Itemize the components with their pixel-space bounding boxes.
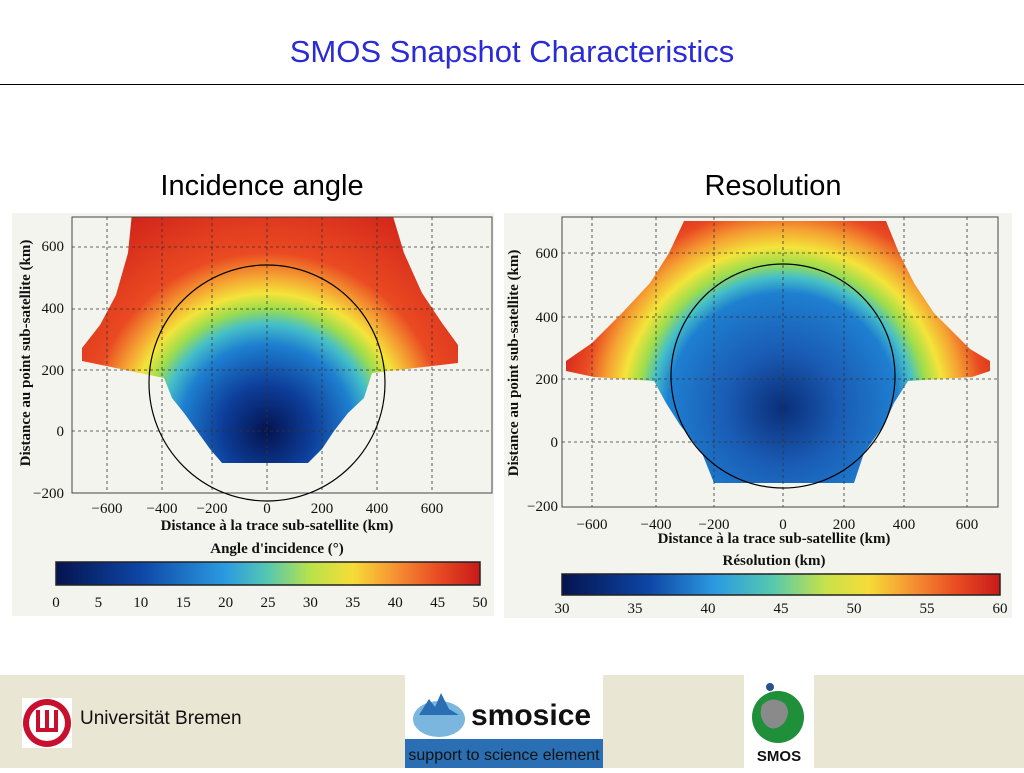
y-tick: 600 [536, 246, 559, 262]
colorbar-tick-label: 50 [473, 595, 488, 611]
resolution-grid [562, 217, 998, 507]
y-tick: 0 [551, 435, 559, 451]
colorbar-tick-label: 0 [52, 595, 60, 611]
university-logo [22, 698, 72, 748]
x-tick: −600 [92, 501, 123, 517]
colorbar-tick-label: 5 [95, 595, 103, 611]
y-tick: 0 [57, 424, 65, 440]
colorbar-tick-label: 40 [701, 601, 716, 617]
colorbar-tick-label: 35 [628, 601, 643, 617]
colorbar-tick-label: 45 [774, 601, 789, 617]
y-tick: 400 [42, 301, 65, 317]
colorbar-tick-label: 55 [920, 601, 935, 617]
incidence-footprint-circle [148, 264, 386, 502]
y-tick: −200 [33, 486, 64, 502]
x-tick: 400 [893, 517, 916, 533]
incidence-colorbar [55, 561, 481, 586]
y-tick: 200 [536, 372, 559, 388]
panel-title-resolution: Resolution [704, 170, 842, 202]
resolution-colorbar [561, 573, 1001, 596]
colorbar-label: Résolution (km) [723, 553, 826, 569]
incidence-angle-figure: 600 400 200 0 −200 −600 −400 −200 0 200 … [12, 213, 494, 616]
smosice-wordmark: smosice [471, 699, 591, 732]
colorbar-tick-label: 50 [847, 601, 862, 617]
x-tick: 0 [779, 517, 787, 533]
colorbar-tick-label: 25 [261, 595, 276, 611]
y-tick: −200 [527, 499, 558, 515]
colorbar-tick-label: 20 [218, 595, 233, 611]
incidence-angle-chart: 600 400 200 0 −200 −600 −400 −200 0 200 … [18, 216, 493, 611]
smosice-logo-graphic: smosice support to science element [405, 693, 603, 768]
resolution-chart: 600 400 200 0 −200 −600 −400 −200 0 200 … [506, 216, 1008, 617]
x-tick: −400 [147, 501, 178, 517]
smos-globe-icon: SMOS [752, 683, 804, 765]
university-name: Universität Bremen [80, 708, 242, 729]
slide-title: SMOS Snapshot Characteristics [289, 34, 735, 69]
title-divider [0, 84, 1024, 85]
y-tick: 200 [42, 363, 65, 379]
colorbar-label: Angle d'incidence (°) [210, 541, 344, 557]
colorbar-ticks: 30 35 40 45 50 55 60 [555, 601, 1008, 617]
panel-title-incidence: Incidence angle [160, 170, 364, 202]
x-tick: −200 [699, 517, 730, 533]
y-tick: 400 [536, 310, 559, 326]
colorbar-tick-label: 10 [133, 595, 148, 611]
incidence-swath [82, 217, 458, 463]
incidence-grid [72, 217, 492, 493]
smosice-tagline: support to science element [408, 747, 600, 764]
colorbar-tick-label: 35 [345, 595, 360, 611]
y-axis-label: Distance au point sub-satellite (km) [18, 240, 34, 467]
x-tick: 400 [366, 501, 389, 517]
colorbar-tick-label: 60 [993, 601, 1008, 617]
x-axis-label: Distance à la trace sub-satellite (km) [161, 518, 394, 534]
x-tick: 200 [833, 517, 856, 533]
x-tick: −200 [197, 501, 228, 517]
university-seal-icon [23, 699, 71, 747]
x-tick: 600 [421, 501, 444, 517]
resolution-figure: 600 400 200 0 −200 −600 −400 −200 0 200 … [504, 213, 1012, 618]
colorbar-tick-label: 45 [430, 595, 445, 611]
x-tick: −600 [577, 517, 608, 533]
colorbar-ticks: 0 5 10 15 20 25 30 35 40 45 50 [52, 595, 487, 611]
x-tick: 200 [311, 501, 334, 517]
x-tick: 600 [956, 517, 979, 533]
x-axis-label: Distance à la trace sub-satellite (km) [658, 531, 891, 547]
colorbar-tick-label: 15 [176, 595, 191, 611]
smos-logo-text: SMOS [757, 748, 801, 765]
smosice-logo: smosice support to science element [405, 673, 603, 768]
colorbar-tick-label: 30 [555, 601, 570, 617]
resolution-footprint-circle [670, 263, 896, 489]
smos-logo: SMOS [744, 673, 814, 768]
x-tick: 0 [263, 501, 271, 517]
resolution-swath [566, 221, 990, 483]
x-tick: −400 [641, 517, 672, 533]
y-tick: 600 [42, 239, 65, 255]
colorbar-tick-label: 30 [303, 595, 318, 611]
y-axis-label: Distance au point sub-satellite (km) [506, 250, 522, 477]
colorbar-tick-label: 40 [388, 595, 403, 611]
